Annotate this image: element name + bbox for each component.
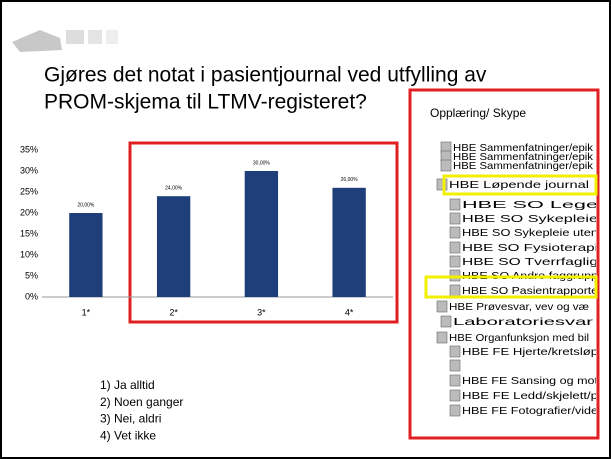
tree-item: HBE SO Sykepleie uten [462, 227, 598, 239]
slide-title: Gjøres det notat i pasientjournal ved ut… [44, 64, 487, 87]
tree-item: HBE FE Hjerte/kretsløp [462, 346, 598, 358]
option: 2) Noen ganger [100, 395, 183, 409]
tree-icon [449, 345, 461, 358]
tree-icon [436, 331, 448, 344]
tree-item: HBE Løpende journal [449, 179, 589, 191]
tree-icon [449, 226, 461, 239]
tree-icon [436, 178, 448, 191]
bar [332, 187, 366, 297]
tree-item: HBE SO Pasientrapporte [462, 285, 598, 297]
option: 3) Nei, aldri [100, 412, 161, 426]
tree-item: HBE SO Sykepleie [462, 213, 598, 225]
tree-icon [449, 241, 461, 254]
tree-item: Laboratoriesvar [453, 316, 594, 328]
tree-icon [436, 300, 448, 313]
tree-icon [449, 359, 461, 372]
y-tick-label: 5% [25, 270, 38, 280]
tree-item: HBE SO Lege [462, 199, 598, 211]
tree-item: HBE Sammenfatninger/epik [453, 160, 594, 172]
highlight-box [128, 141, 399, 324]
tree-icon [449, 255, 461, 268]
slide-title: PROM-skjema til LTMV-registeret? [44, 91, 367, 114]
x-tick-label: 2* [169, 307, 178, 317]
y-tick-label: 10% [20, 249, 38, 259]
bar [156, 196, 191, 297]
tree-icon [449, 374, 461, 387]
option: 4) Vet ikke [100, 428, 156, 442]
tree-icon [440, 315, 452, 328]
tree-icon [449, 284, 461, 297]
tree-item: HBE Sammenfatninger/epik [453, 151, 594, 163]
tree-icon [440, 159, 452, 172]
tree-icon [449, 404, 461, 417]
tree-item: HBE SO Tverrfaglig [462, 256, 598, 268]
y-tick-label: 35% [20, 144, 38, 154]
value-label: 20,00% [77, 202, 95, 208]
tree-item: HBE FE Sansing og mot [462, 375, 598, 387]
value-label: 24,00% [165, 186, 183, 192]
x-tick-label: 4* [345, 307, 354, 317]
tree-highlight [424, 275, 598, 299]
tree-item: HBE SO Fysioterapi [462, 242, 598, 254]
tree-highlight [442, 174, 598, 196]
value-label: 26,00% [341, 177, 359, 183]
tree-icon [449, 198, 461, 211]
tree-icon [449, 389, 461, 402]
value-label: 30,00% [253, 160, 271, 166]
tree-item: HBE FE Ledd/skjelett/p [462, 390, 598, 402]
tree-item: HBE Organfunksjon med bil [449, 332, 589, 344]
bar [244, 171, 279, 297]
y-tick-label: 20% [20, 207, 38, 217]
y-tick-label: 25% [20, 186, 38, 196]
panel-title: Opplæring/ Skype [430, 106, 526, 120]
y-tick-label: 30% [20, 165, 38, 175]
tree-item: HBE Prøvesvar, vev og væ [449, 301, 589, 313]
x-tick-label: 3* [257, 307, 266, 317]
tree-item: HBE Sammenfatninger/epik [453, 142, 594, 154]
logo [12, 30, 118, 52]
y-tick-label: 15% [20, 228, 38, 238]
option: 1) Ja alltid [100, 378, 155, 392]
y-tick-label: 0% [25, 291, 38, 301]
bar [69, 213, 103, 297]
tree-item: HBE FE Fotografier/vide [462, 405, 598, 417]
x-tick-label: 1* [82, 307, 91, 317]
tree-icon [449, 212, 461, 225]
